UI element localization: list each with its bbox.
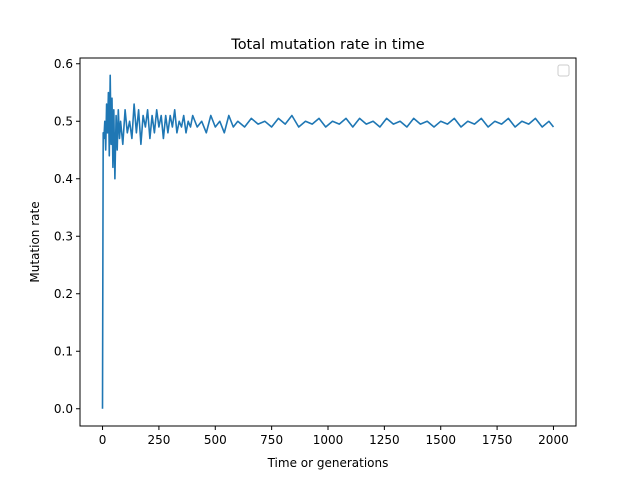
x-axis-ticks: 0 250 500 750 1000 1250 1500 1750 2000 — [99, 426, 569, 447]
y-tick-label: 0.2 — [54, 287, 73, 301]
x-tick-label: 2000 — [538, 433, 569, 447]
x-tick-label: 1750 — [482, 433, 513, 447]
chart-title: Total mutation rate in time — [230, 37, 424, 53]
x-tick-label: 1250 — [369, 433, 400, 447]
x-tick-label: 250 — [147, 433, 170, 447]
plot-frame — [79, 57, 577, 427]
y-axis-label: Mutation rate — [28, 201, 42, 282]
y-tick-label: 0.5 — [54, 114, 73, 128]
y-tick-label: 0.4 — [54, 172, 73, 186]
y-tick-label: 0.1 — [54, 344, 73, 358]
x-tick-label: 750 — [260, 433, 283, 447]
x-tick-label: 1500 — [425, 433, 456, 447]
x-axis-label: Time or generations — [267, 456, 389, 470]
y-tick-label: 0.3 — [54, 229, 73, 243]
series-layer — [101, 74, 555, 409]
x-tick-label: 500 — [204, 433, 227, 447]
y-axis-ticks: 0.0 0.1 0.2 0.3 0.4 0.5 0.6 — [54, 57, 80, 416]
x-tick-label: 1000 — [313, 433, 344, 447]
y-tick-label: 0.6 — [54, 57, 73, 71]
y-tick-label: 0.0 — [54, 402, 73, 416]
x-tick-label: 0 — [99, 433, 107, 447]
series-line — [101, 74, 555, 409]
legend-box — [557, 64, 570, 77]
